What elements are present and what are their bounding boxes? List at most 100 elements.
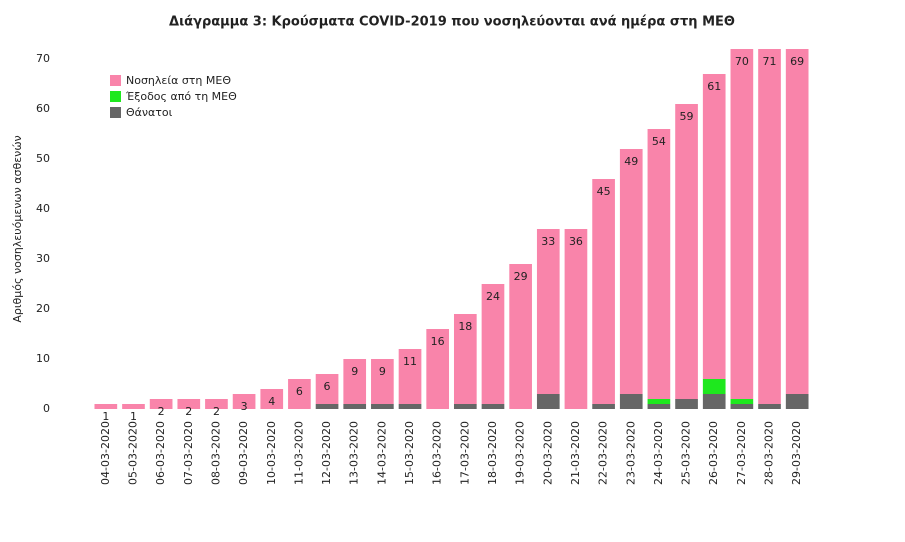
bar-segment (371, 359, 394, 404)
x-tick-label: 09-03-2020 (237, 421, 250, 485)
x-tick-label: 05-03-2020 (126, 421, 139, 485)
x-tick-label: 12-03-2020 (320, 421, 333, 485)
bar-segment (453, 314, 477, 404)
data-label: 45 (597, 185, 611, 198)
bar-segment (564, 229, 588, 409)
data-label: 70 (735, 55, 749, 68)
bar-segment (675, 104, 698, 399)
bar-segment (149, 399, 173, 409)
data-label: 2 (213, 405, 220, 418)
legend-swatch (110, 75, 121, 86)
x-tick-label: 04-03-2020 (99, 421, 112, 485)
y-tick-label: 20 (36, 302, 50, 315)
x-tick-label: 22-03-2020 (597, 421, 610, 485)
bar-segment (288, 379, 311, 409)
bar-segment (122, 404, 145, 409)
data-label: 1 (130, 410, 137, 423)
x-tick-label: 29-03-2020 (790, 421, 803, 485)
bar-segment (592, 179, 615, 404)
bar-segment (343, 359, 367, 404)
bar-segment (481, 404, 505, 409)
x-tick-label: 13-03-2020 (348, 421, 361, 485)
data-label: 2 (158, 405, 165, 418)
x-tick-label: 25-03-2020 (680, 421, 693, 485)
x-tick-label: 16-03-2020 (431, 421, 444, 485)
bar-segment (730, 404, 754, 409)
bar-segment (758, 49, 781, 404)
data-label: 54 (652, 135, 666, 148)
bar-segment (509, 264, 532, 409)
data-label: 6 (324, 380, 331, 393)
bar-segment (647, 129, 671, 399)
bar-segment (730, 49, 754, 399)
bar-segment (260, 389, 284, 409)
bar-segment (453, 404, 477, 409)
x-tick-label: 28-03-2020 (763, 421, 776, 485)
y-tick-label: 70 (36, 52, 50, 65)
data-label: 9 (379, 365, 386, 378)
data-label: 3 (241, 400, 248, 413)
bar-segment (758, 404, 781, 409)
bar-segment (619, 149, 643, 394)
legend-label: Θάνατοι (126, 106, 173, 119)
x-tick-label: 14-03-2020 (375, 421, 388, 485)
data-label: 49 (624, 155, 638, 168)
x-tick-label: 18-03-2020 (486, 421, 499, 485)
y-tick-label: 50 (36, 152, 50, 165)
y-tick-label: 10 (36, 352, 50, 365)
data-label: 36 (569, 235, 583, 248)
x-tick-label: 26-03-2020 (707, 421, 720, 485)
chart-title: Διάγραμμα 3: Κρούσματα COVID-2019 που νο… (169, 15, 735, 30)
bar-segment (702, 394, 726, 409)
bar-segment (785, 49, 809, 394)
y-tick-label: 40 (36, 202, 50, 215)
data-label: 69 (790, 55, 804, 68)
x-tick-label: 06-03-2020 (154, 421, 167, 485)
bar-segment (702, 379, 726, 394)
bar-segment (730, 399, 754, 404)
bar-segment (315, 404, 339, 409)
data-label: 11 (403, 355, 417, 368)
bar-segment (785, 394, 809, 409)
x-tick-label: 17-03-2020 (458, 421, 471, 485)
bar-segment (702, 74, 726, 379)
bar-segment (647, 404, 671, 409)
x-tick-label: 20-03-2020 (541, 421, 554, 485)
data-label: 29 (514, 270, 528, 283)
data-label: 2 (185, 405, 192, 418)
legend-swatch (110, 107, 121, 118)
bar-segment (343, 404, 367, 409)
data-label: 24 (486, 290, 500, 303)
x-tick-label: 15-03-2020 (403, 421, 416, 485)
bar-segment (371, 404, 394, 409)
x-tick-label: 19-03-2020 (514, 421, 527, 485)
bar-segment (398, 404, 422, 409)
bar-segment (232, 394, 256, 409)
data-label: 71 (763, 55, 777, 68)
x-tick-label: 23-03-2020 (624, 421, 637, 485)
data-label: 18 (458, 320, 472, 333)
bar-segment (536, 394, 560, 409)
data-label: 61 (707, 80, 721, 93)
data-label: 16 (431, 335, 445, 348)
y-tick-label: 60 (36, 102, 50, 115)
x-tick-label: 07-03-2020 (182, 421, 195, 485)
bar-segment (647, 399, 671, 404)
x-tick-label: 21-03-2020 (569, 421, 582, 485)
bar-segment (94, 404, 118, 409)
legend-label: Νοσηλεία στη ΜΕΘ (126, 74, 231, 87)
bar-segment (177, 399, 201, 409)
bar-segment (205, 399, 228, 409)
bar-segment (675, 399, 698, 409)
bar-segment (315, 374, 339, 404)
y-tick-label: 0 (43, 402, 50, 415)
data-label: 1 (102, 410, 109, 423)
x-tick-label: 24-03-2020 (652, 421, 665, 485)
x-tick-label: 08-03-2020 (209, 421, 222, 485)
bar-segment (481, 284, 505, 404)
data-label: 33 (541, 235, 555, 248)
bar-segment (398, 349, 422, 404)
y-axis-label: Αριθμός νοσηλευόμενων ασθενών (11, 135, 24, 322)
legend-label: Έξοδος από τη ΜΕΘ (125, 90, 237, 103)
